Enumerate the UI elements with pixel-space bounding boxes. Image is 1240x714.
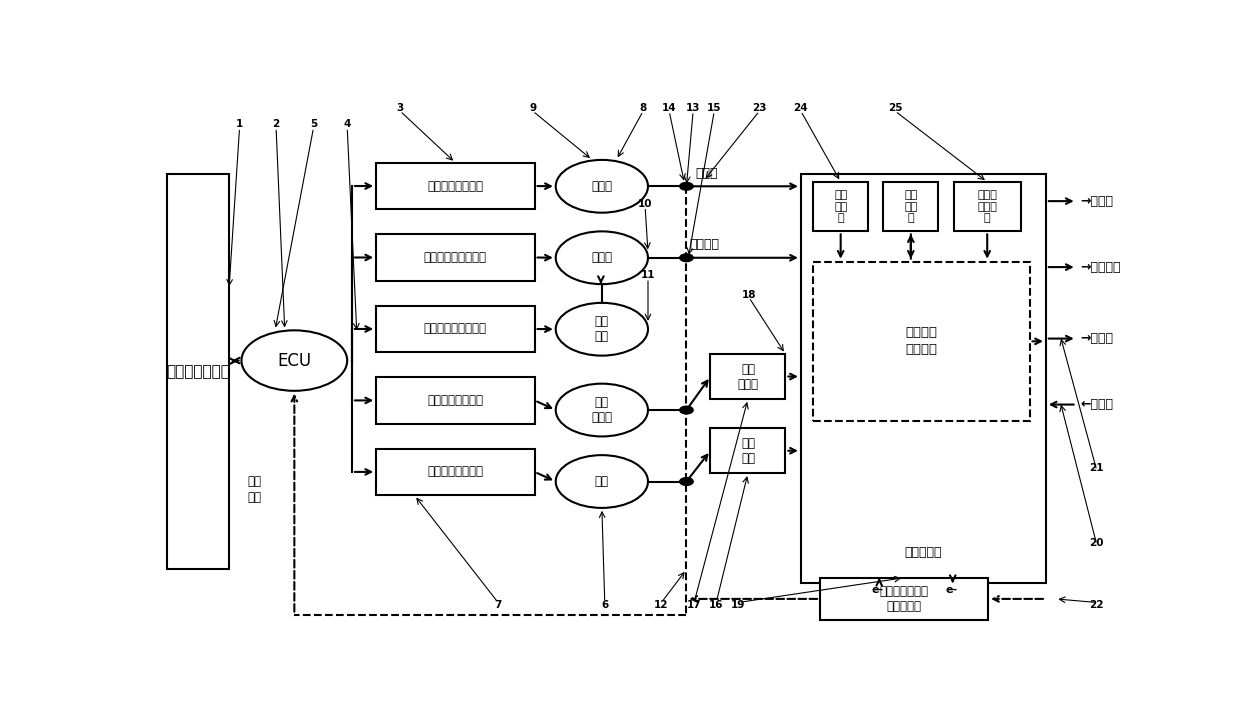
Bar xyxy=(711,428,785,473)
Text: 燃料电池性能曲
线测试系统: 燃料电池性能曲 线测试系统 xyxy=(879,585,929,613)
Text: →冷却水出: →冷却水出 xyxy=(1080,261,1121,273)
Text: 16: 16 xyxy=(709,600,723,610)
Text: 安装
夹紧板: 安装 夹紧板 xyxy=(738,363,759,391)
Text: 15: 15 xyxy=(707,103,722,113)
Circle shape xyxy=(556,160,649,213)
Text: 4: 4 xyxy=(343,119,351,129)
Text: 氢气进: 氢气进 xyxy=(696,166,718,180)
Text: 22: 22 xyxy=(1090,600,1104,610)
Bar xyxy=(376,448,534,496)
Text: 夹装压力控制系统: 夹装压力控制系统 xyxy=(428,394,484,407)
Circle shape xyxy=(680,406,693,414)
Text: 10: 10 xyxy=(637,199,652,209)
Text: 振动
凸轮: 振动 凸轮 xyxy=(742,437,755,465)
Bar xyxy=(883,182,939,231)
Text: ECU: ECU xyxy=(278,351,311,370)
Text: ←空气进: ←空气进 xyxy=(1080,398,1114,411)
Text: 氢气湿度控制系统: 氢气湿度控制系统 xyxy=(428,179,484,193)
Bar xyxy=(376,377,534,424)
Text: 17: 17 xyxy=(687,600,702,610)
Text: 增湿器: 增湿器 xyxy=(591,180,613,193)
Text: e-: e- xyxy=(945,585,957,595)
Circle shape xyxy=(556,231,649,284)
Text: 23: 23 xyxy=(753,103,766,113)
Text: 电堆振
幅传感
器: 电堆振 幅传感 器 xyxy=(977,190,997,223)
Text: 11: 11 xyxy=(641,271,655,281)
Text: 19: 19 xyxy=(732,600,745,610)
Text: 7: 7 xyxy=(495,600,502,610)
Bar xyxy=(376,234,534,281)
Text: 3: 3 xyxy=(397,103,404,113)
Text: 微观应变
测量系统: 微观应变 测量系统 xyxy=(905,326,937,356)
Text: 压力
感应
膜: 压力 感应 膜 xyxy=(904,190,918,223)
Text: →氢气出: →氢气出 xyxy=(1080,195,1114,208)
Text: 冷却水进: 冷却水进 xyxy=(689,238,719,251)
Text: 25: 25 xyxy=(888,103,903,113)
Circle shape xyxy=(680,254,693,261)
Text: 6: 6 xyxy=(601,600,609,610)
Circle shape xyxy=(242,331,347,391)
Bar xyxy=(376,163,534,209)
Bar xyxy=(813,182,868,231)
Text: 9: 9 xyxy=(529,103,536,113)
Text: 12: 12 xyxy=(655,600,668,610)
Bar xyxy=(801,174,1045,583)
Circle shape xyxy=(556,303,649,356)
Text: 2: 2 xyxy=(273,119,280,129)
Text: 1: 1 xyxy=(236,119,243,129)
Bar xyxy=(166,174,229,570)
Text: 14: 14 xyxy=(662,103,677,113)
Text: 电机: 电机 xyxy=(595,475,609,488)
Text: 计算机操作系统: 计算机操作系统 xyxy=(166,364,229,379)
Circle shape xyxy=(556,455,649,508)
Bar xyxy=(954,182,1021,231)
Text: 反馈
数据: 反馈 数据 xyxy=(247,476,260,504)
Text: 5: 5 xyxy=(310,119,317,129)
Circle shape xyxy=(556,383,649,436)
Text: 20: 20 xyxy=(1090,538,1104,548)
Text: e-: e- xyxy=(872,585,884,595)
Text: 13: 13 xyxy=(686,103,701,113)
Text: 温度
感应
膜: 温度 感应 膜 xyxy=(835,190,847,223)
Text: 冷却水温度控制系统: 冷却水温度控制系统 xyxy=(424,251,487,264)
Bar xyxy=(376,306,534,352)
Bar xyxy=(813,261,1029,421)
Text: 振动冲击控制系统: 振动冲击控制系统 xyxy=(428,466,484,478)
Text: 燃料电池堆: 燃料电池堆 xyxy=(904,546,942,560)
Text: 24: 24 xyxy=(794,103,808,113)
Bar xyxy=(711,354,785,399)
Circle shape xyxy=(680,183,693,190)
Text: 冷却
水泵: 冷却 水泵 xyxy=(595,316,609,343)
Bar xyxy=(820,578,988,620)
Text: 18: 18 xyxy=(742,290,756,300)
Circle shape xyxy=(680,478,693,486)
Text: 空气
压缩机: 空气 压缩机 xyxy=(591,396,613,424)
Text: 8: 8 xyxy=(640,103,647,113)
Text: 冷却水压力控制系统: 冷却水压力控制系统 xyxy=(424,323,487,336)
Text: →空气出: →空气出 xyxy=(1080,332,1114,345)
Text: 21: 21 xyxy=(1090,463,1104,473)
Text: 加热器: 加热器 xyxy=(591,251,613,264)
